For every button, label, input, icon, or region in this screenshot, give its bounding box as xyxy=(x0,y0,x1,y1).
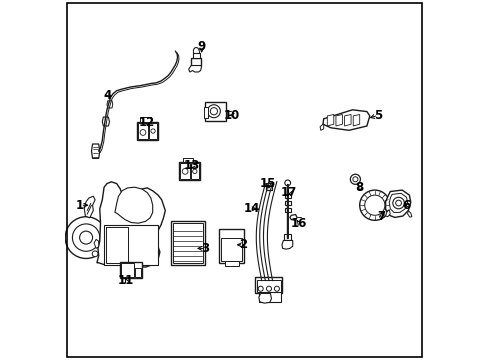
Circle shape xyxy=(395,200,401,206)
Bar xyxy=(140,117,151,122)
Bar xyxy=(190,163,199,179)
Bar xyxy=(180,163,189,179)
Polygon shape xyxy=(115,187,152,223)
Bar xyxy=(121,263,134,277)
Circle shape xyxy=(210,108,217,115)
Bar xyxy=(219,229,244,263)
Polygon shape xyxy=(258,293,271,303)
Circle shape xyxy=(258,286,263,291)
Bar xyxy=(204,107,207,118)
Circle shape xyxy=(192,169,197,174)
Polygon shape xyxy=(385,210,389,217)
Text: 17: 17 xyxy=(280,186,296,199)
Bar xyxy=(104,225,158,265)
Bar xyxy=(255,277,282,293)
Bar xyxy=(265,183,271,190)
Circle shape xyxy=(392,197,404,209)
Polygon shape xyxy=(282,240,292,249)
Bar xyxy=(224,261,239,266)
Text: 8: 8 xyxy=(355,181,363,194)
Polygon shape xyxy=(320,124,323,130)
Circle shape xyxy=(284,180,290,186)
Polygon shape xyxy=(188,66,201,72)
Text: 4: 4 xyxy=(103,89,112,102)
Circle shape xyxy=(182,168,187,174)
Polygon shape xyxy=(352,114,359,126)
Polygon shape xyxy=(344,114,350,126)
Polygon shape xyxy=(407,211,411,217)
Circle shape xyxy=(140,130,145,135)
Text: 16: 16 xyxy=(290,217,306,230)
Polygon shape xyxy=(84,196,95,218)
Text: 10: 10 xyxy=(224,109,240,122)
Text: 9: 9 xyxy=(197,40,205,53)
Polygon shape xyxy=(385,190,410,217)
Bar xyxy=(170,221,204,265)
Circle shape xyxy=(349,174,360,184)
Text: 1: 1 xyxy=(76,199,83,212)
Bar xyxy=(258,292,280,302)
Bar xyxy=(172,223,203,263)
Bar xyxy=(136,122,158,140)
Bar xyxy=(135,268,141,277)
Polygon shape xyxy=(335,114,342,126)
Bar xyxy=(284,201,290,205)
Circle shape xyxy=(359,190,389,220)
Polygon shape xyxy=(97,182,165,267)
Circle shape xyxy=(207,105,220,118)
Text: 6: 6 xyxy=(402,199,410,212)
Circle shape xyxy=(80,231,92,244)
Bar xyxy=(220,238,242,261)
Circle shape xyxy=(72,224,100,251)
Bar xyxy=(138,123,148,139)
Polygon shape xyxy=(326,114,333,126)
Polygon shape xyxy=(322,110,369,130)
Polygon shape xyxy=(289,215,296,220)
Polygon shape xyxy=(107,101,113,108)
Circle shape xyxy=(151,129,155,133)
Circle shape xyxy=(65,217,107,258)
Text: 12: 12 xyxy=(139,116,155,129)
Polygon shape xyxy=(388,193,407,212)
Bar xyxy=(191,58,201,66)
Bar xyxy=(204,102,226,121)
Bar xyxy=(120,262,142,278)
Bar xyxy=(284,234,291,240)
Bar xyxy=(284,194,290,198)
Text: 5: 5 xyxy=(373,109,381,122)
Circle shape xyxy=(92,251,98,257)
Text: 14: 14 xyxy=(243,202,259,215)
Bar xyxy=(257,280,280,292)
Text: 15: 15 xyxy=(259,177,276,190)
Polygon shape xyxy=(91,144,100,158)
Bar xyxy=(106,227,127,263)
Text: 7: 7 xyxy=(376,210,385,222)
Text: 13: 13 xyxy=(184,159,200,172)
Bar xyxy=(284,208,290,212)
Text: 11: 11 xyxy=(117,274,134,287)
Bar xyxy=(179,162,200,180)
Bar xyxy=(182,158,192,162)
Bar xyxy=(149,123,157,139)
Circle shape xyxy=(266,286,271,291)
Polygon shape xyxy=(102,117,109,126)
Circle shape xyxy=(352,177,357,182)
Text: 2: 2 xyxy=(238,238,246,251)
Text: 3: 3 xyxy=(201,242,208,255)
Polygon shape xyxy=(94,239,99,248)
Circle shape xyxy=(364,195,384,215)
Circle shape xyxy=(274,286,279,291)
Bar xyxy=(192,53,200,58)
